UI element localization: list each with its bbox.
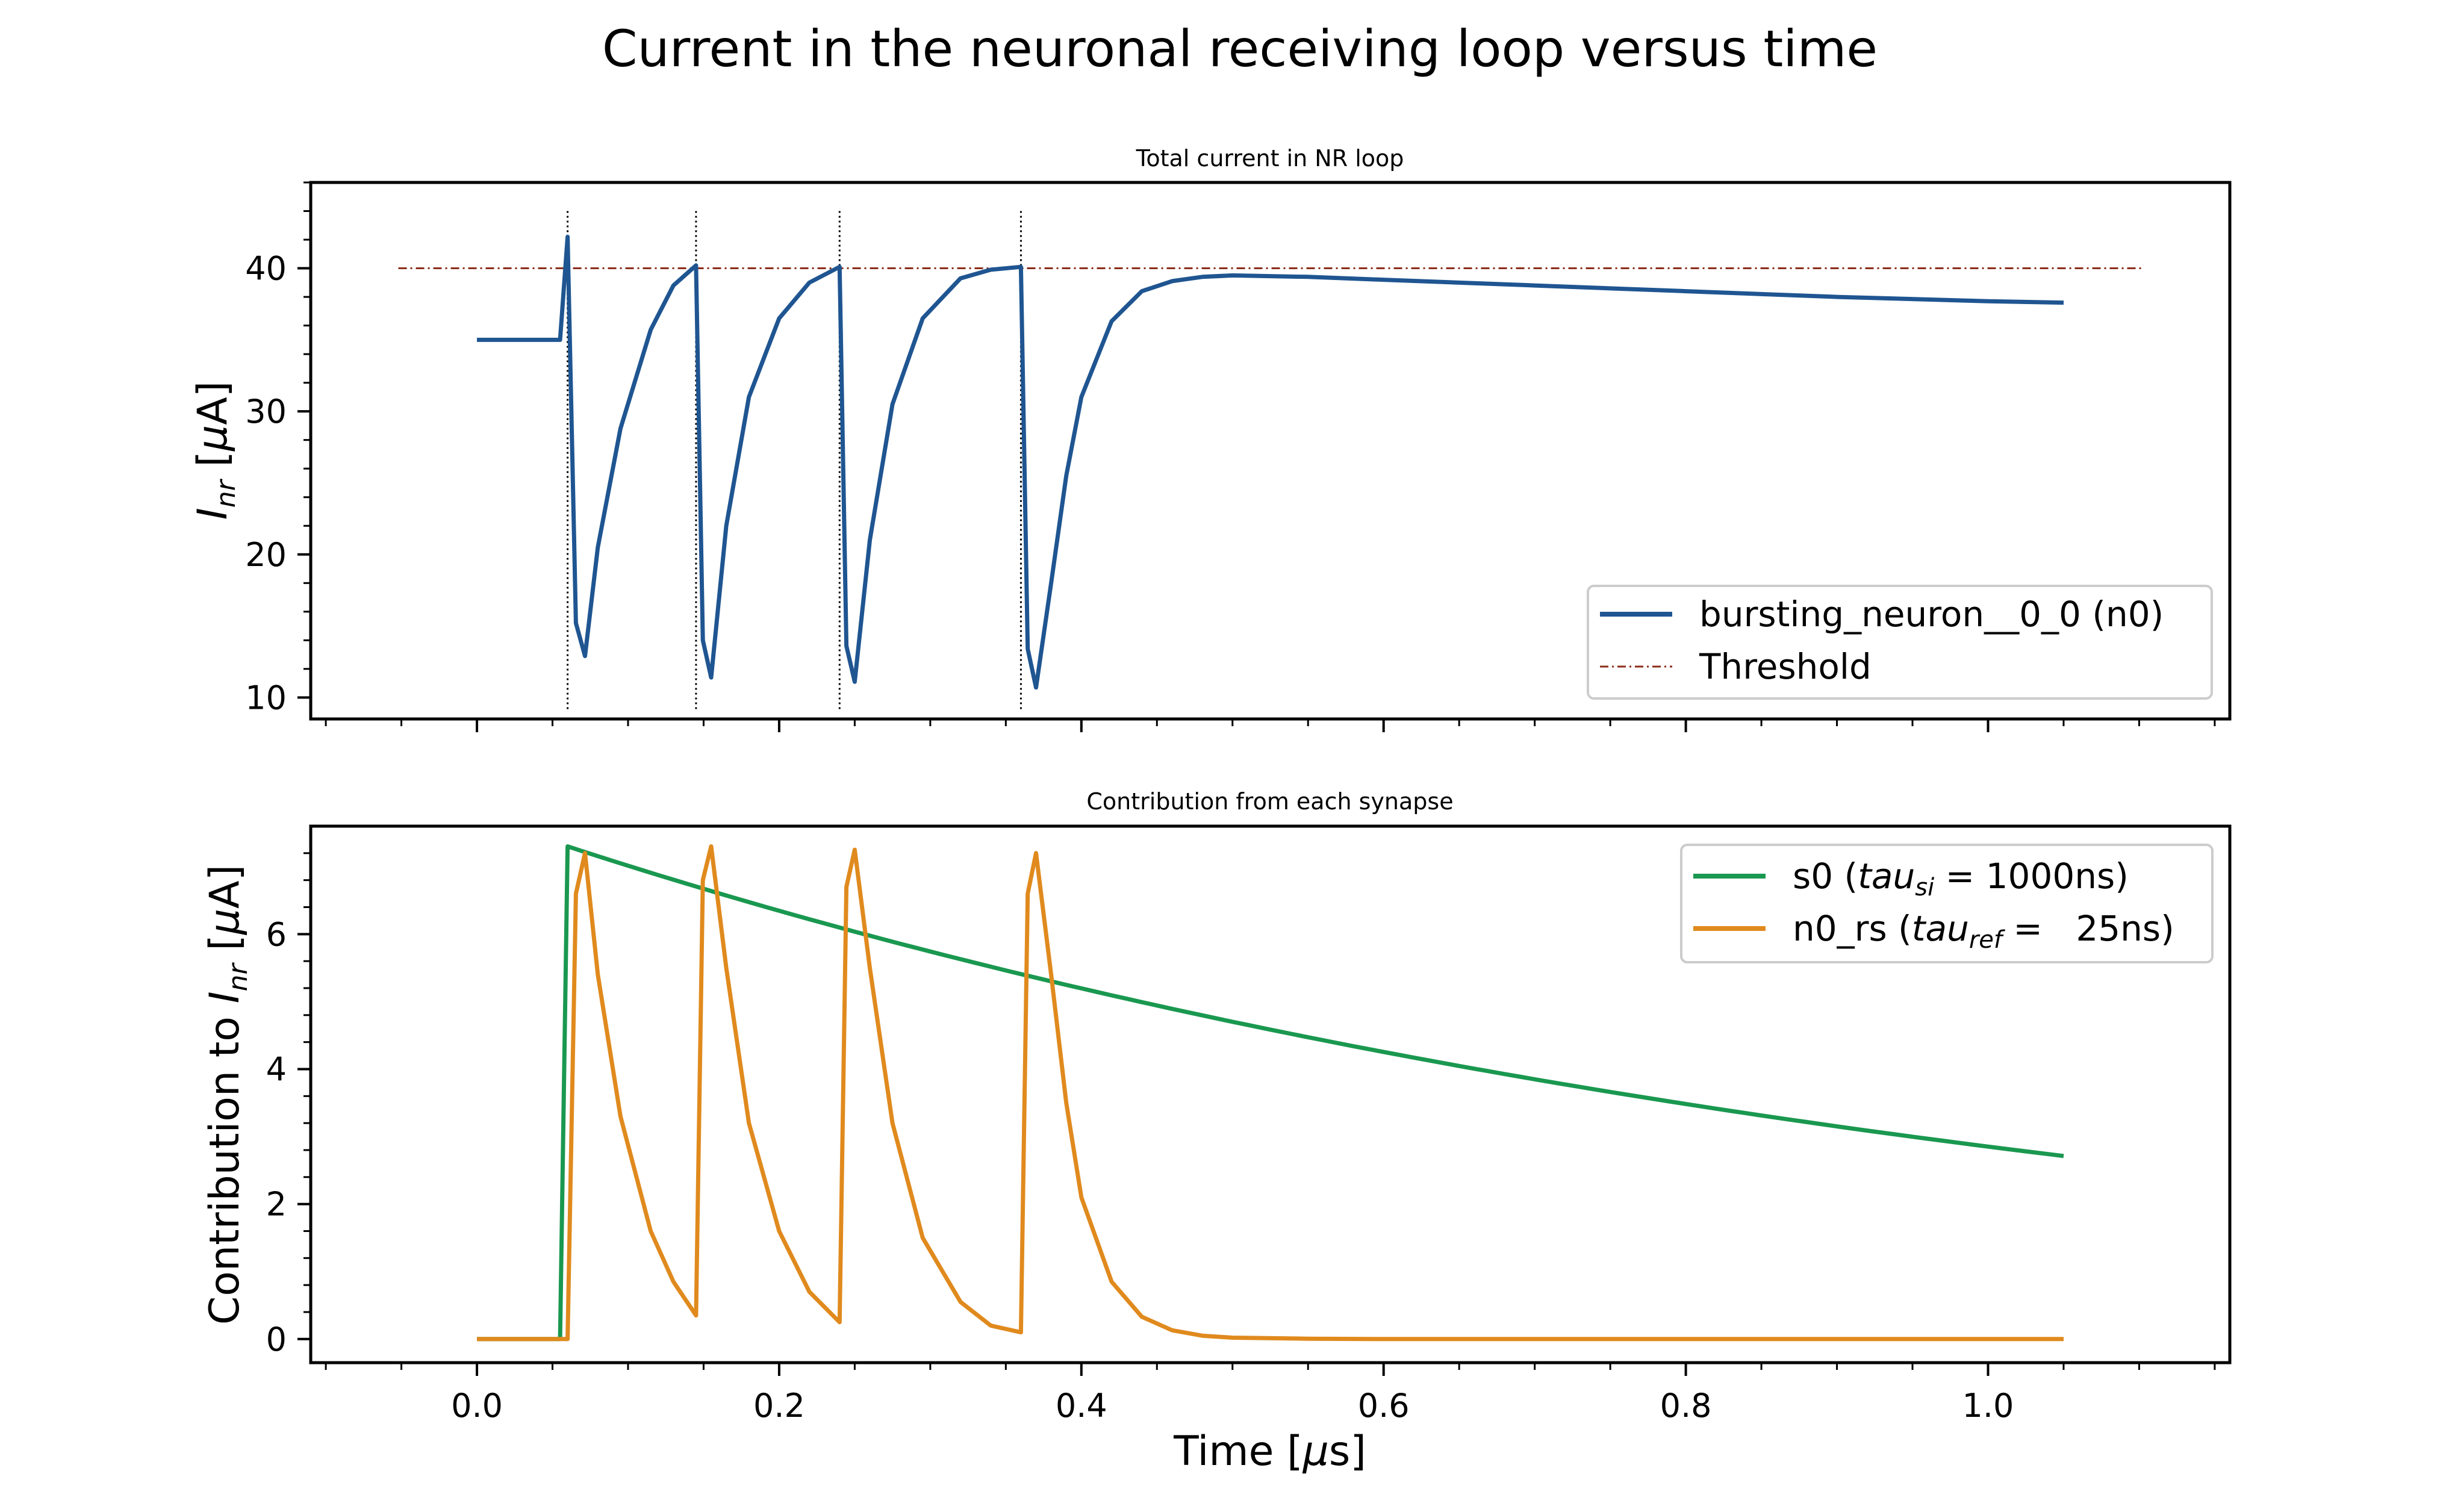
y-tick-label: 6 [266,915,287,953]
y-tick-label: 10 [245,679,287,717]
x-tick-label: 0.4 [1056,1387,1107,1425]
panel-total-current: Total current in NR loop 10 20 30 40 Inr [μ… [189,145,2232,732]
panel-title-total-current: Total current in NR loop [1136,145,1404,172]
y-axis-label-top: Inr [μA] [189,381,241,520]
y-tick-label: 20 [245,536,287,574]
legend-box-bottom [1680,844,2214,963]
series-line-s0 [477,844,2064,1342]
plot-area-top: 10 20 30 40 [245,181,2216,732]
x-tick-label: 0.6 [1358,1387,1410,1425]
legend-box-top [1587,585,2213,700]
series-line-n0-rs [477,844,2064,1342]
legend-bottom: s0 (tausi = 1000ns) n0_rs (tauref = 25ns… [1680,844,2214,963]
legend-label-s0: s0 (tausi = 1000ns) [1793,856,2129,901]
x-tick-label: 1.0 [1962,1387,2014,1425]
figure-title: Current in the neuronal receiving loop v… [602,19,1878,78]
y-axis-label-bottom: Contribution to Inr [μA] [201,865,254,1325]
y-tick-label: 40 [245,250,287,288]
y-tick-label: 30 [245,393,287,431]
panel-synapse-contribution: Contribution from each synapse 0.0 0.2 0.4… [201,788,2232,1475]
y-tick-label: 4 [266,1050,287,1088]
x-tick-label: 0.8 [1660,1387,1712,1425]
legend-top: bursting_neuron__0_0 (n0) Threshold [1587,585,2213,700]
y-tick-label: 2 [266,1186,287,1224]
x-axis-label: Time [μs] [1173,1428,1366,1475]
axes-frame-bottom [309,824,2232,1364]
y-tick-label: 0 [266,1321,287,1358]
series-line-neuron [477,234,2064,690]
axes-frame-top [309,181,2232,721]
panel-title-synapse-contribution: Contribution from each synapse [1086,788,1453,815]
legend-label-threshold: Threshold [1699,646,1872,687]
x-tick-label: 0.0 [451,1387,503,1425]
legend-label-neuron: bursting_neuron__0_0 (n0) [1699,594,2164,635]
x-tick-label: 0.2 [753,1387,805,1425]
